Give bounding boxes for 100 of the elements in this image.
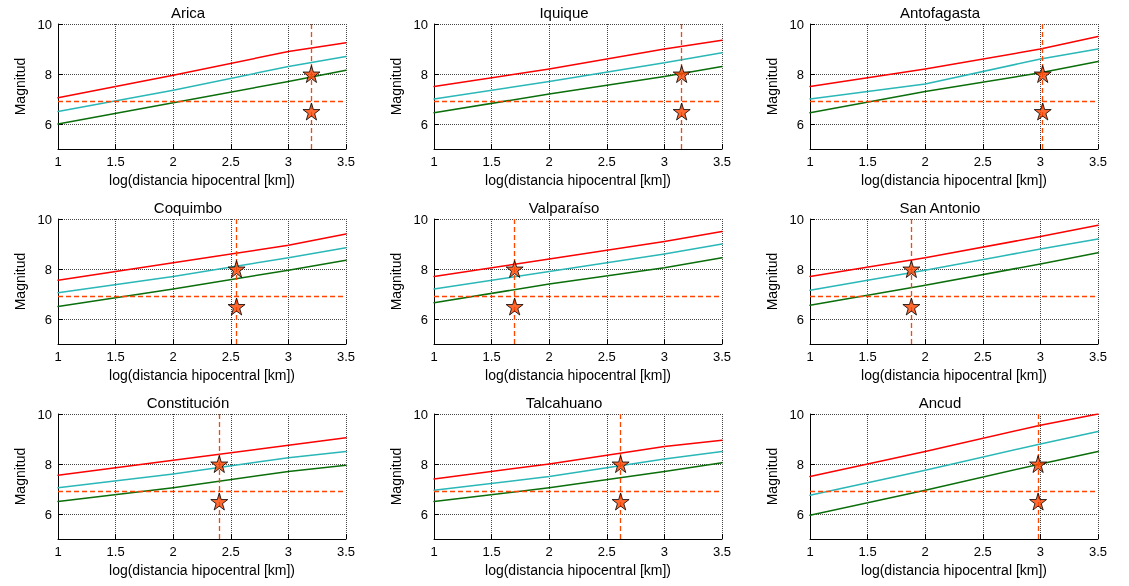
y-axis-title: Magnitud [11, 447, 28, 506]
y-tick-label: 10 [37, 211, 52, 227]
chart-title: Talcahuano [525, 394, 603, 411]
line-series [809, 238, 1099, 291]
x-tick-label: 1 [430, 154, 438, 169]
x-tick-label: 3.5 [336, 544, 356, 559]
x-tick-label: 2 [545, 349, 553, 364]
x-tick-label: 3.5 [712, 154, 732, 169]
x-tick-label: 2.5 [597, 349, 616, 364]
x-tick-label: 1.5 [106, 154, 125, 169]
line-series [433, 439, 723, 480]
line-series [57, 437, 347, 476]
x-tick-label: 3 [284, 544, 293, 559]
x-tick-label: 2.5 [597, 544, 616, 559]
x-tick-label: 2 [545, 154, 553, 169]
x-axis-title: log(distancia hipocentral [km]) [109, 367, 295, 383]
x-tick-label: 1 [430, 544, 438, 559]
x-tick-label: 1.5 [106, 544, 125, 559]
y-tick-label: 10 [37, 406, 52, 422]
y-axis-title: Magnitud [763, 447, 780, 506]
line-series [809, 60, 1099, 114]
x-tick-label: 1 [54, 154, 62, 169]
y-tick-label: 6 [796, 116, 804, 132]
y-tick-label: 6 [420, 116, 428, 132]
x-tick-label: 2.5 [973, 154, 992, 169]
y-tick-label: 10 [37, 16, 52, 32]
line-series [809, 48, 1099, 100]
x-tick-label: 3 [660, 349, 669, 364]
line-series [433, 243, 723, 290]
y-axis-title: Magnitud [11, 57, 28, 116]
x-tick-label: 1.5 [482, 154, 501, 169]
x-tick-label: 3 [1036, 154, 1045, 169]
x-tick-label: 1 [806, 349, 814, 364]
x-tick-label: 2.5 [221, 544, 240, 559]
x-tick-label: 2.5 [221, 154, 240, 169]
x-axis-title: log(distancia hipocentral [km]) [109, 562, 295, 578]
x-tick-label: 1 [54, 544, 62, 559]
y-tick-label: 6 [420, 506, 428, 522]
x-tick-label: 1 [806, 154, 814, 169]
chart-title: Coquimbo [153, 199, 223, 216]
y-tick-label: 6 [796, 311, 804, 327]
x-axis-title: log(distancia hipocentral [km]) [485, 562, 671, 578]
x-tick-label: 3 [660, 544, 669, 559]
x-tick-label: 2 [169, 154, 177, 169]
y-axis-title: Magnitud [387, 57, 404, 116]
line-series [433, 39, 723, 88]
x-tick-label: 1.5 [858, 349, 877, 364]
line-series [57, 42, 347, 99]
chart-title: Antofagasta [899, 4, 981, 21]
y-tick-label: 10 [789, 406, 804, 422]
x-tick-label: 3.5 [336, 349, 356, 364]
x-tick-label: 1.5 [482, 349, 501, 364]
y-tick-label: 10 [413, 16, 428, 32]
y-tick-label: 6 [44, 311, 52, 327]
x-tick-label: 3.5 [336, 154, 356, 169]
line-series [809, 430, 1099, 496]
line-series [809, 252, 1099, 306]
x-tick-label: 3.5 [1088, 154, 1108, 169]
line-series [809, 224, 1099, 278]
x-tick-label: 2.5 [973, 544, 992, 559]
chart-title: Iquique [539, 4, 589, 21]
line-series [57, 464, 347, 503]
y-axis-title: Magnitud [763, 252, 780, 311]
x-tick-label: 3 [1036, 544, 1045, 559]
x-tick-label: 1 [806, 544, 814, 559]
x-tick-label: 1.5 [482, 544, 501, 559]
x-tick-label: 3 [1036, 349, 1045, 364]
y-tick-label: 8 [796, 261, 804, 277]
y-tick-label: 8 [44, 66, 52, 82]
line-series [433, 257, 723, 304]
y-tick-label: 10 [413, 211, 428, 227]
x-tick-label: 1.5 [858, 154, 877, 169]
line-series [57, 55, 347, 113]
chart-title: Valparaíso [528, 199, 600, 216]
x-axis-title: log(distancia hipocentral [km]) [861, 562, 1047, 578]
chart-title: Ancud [918, 394, 962, 411]
x-tick-label: 1 [54, 349, 62, 364]
y-axis-title: Magnitud [11, 252, 28, 311]
line-series [809, 35, 1099, 88]
y-tick-label: 8 [420, 456, 428, 472]
line-series [433, 52, 723, 100]
x-tick-label: 2 [921, 154, 929, 169]
x-tick-label: 2.5 [973, 349, 992, 364]
x-axis-title: log(distancia hipocentral [km]) [485, 367, 671, 383]
x-tick-label: 3 [284, 154, 293, 169]
y-tick-label: 10 [413, 406, 428, 422]
y-tick-label: 8 [420, 66, 428, 82]
y-tick-label: 8 [796, 456, 804, 472]
line-series [809, 450, 1099, 516]
line-series [433, 65, 723, 114]
y-axis-title: Magnitud [387, 447, 404, 506]
line-series [57, 259, 347, 308]
chart-title: Arica [170, 4, 206, 21]
x-tick-label: 3.5 [1088, 349, 1108, 364]
line-series [433, 230, 723, 278]
y-axis-title: Magnitud [763, 57, 780, 116]
x-tick-label: 2.5 [597, 154, 616, 169]
line-series [57, 233, 347, 281]
y-tick-label: 10 [789, 211, 804, 227]
x-tick-label: 2 [169, 349, 177, 364]
